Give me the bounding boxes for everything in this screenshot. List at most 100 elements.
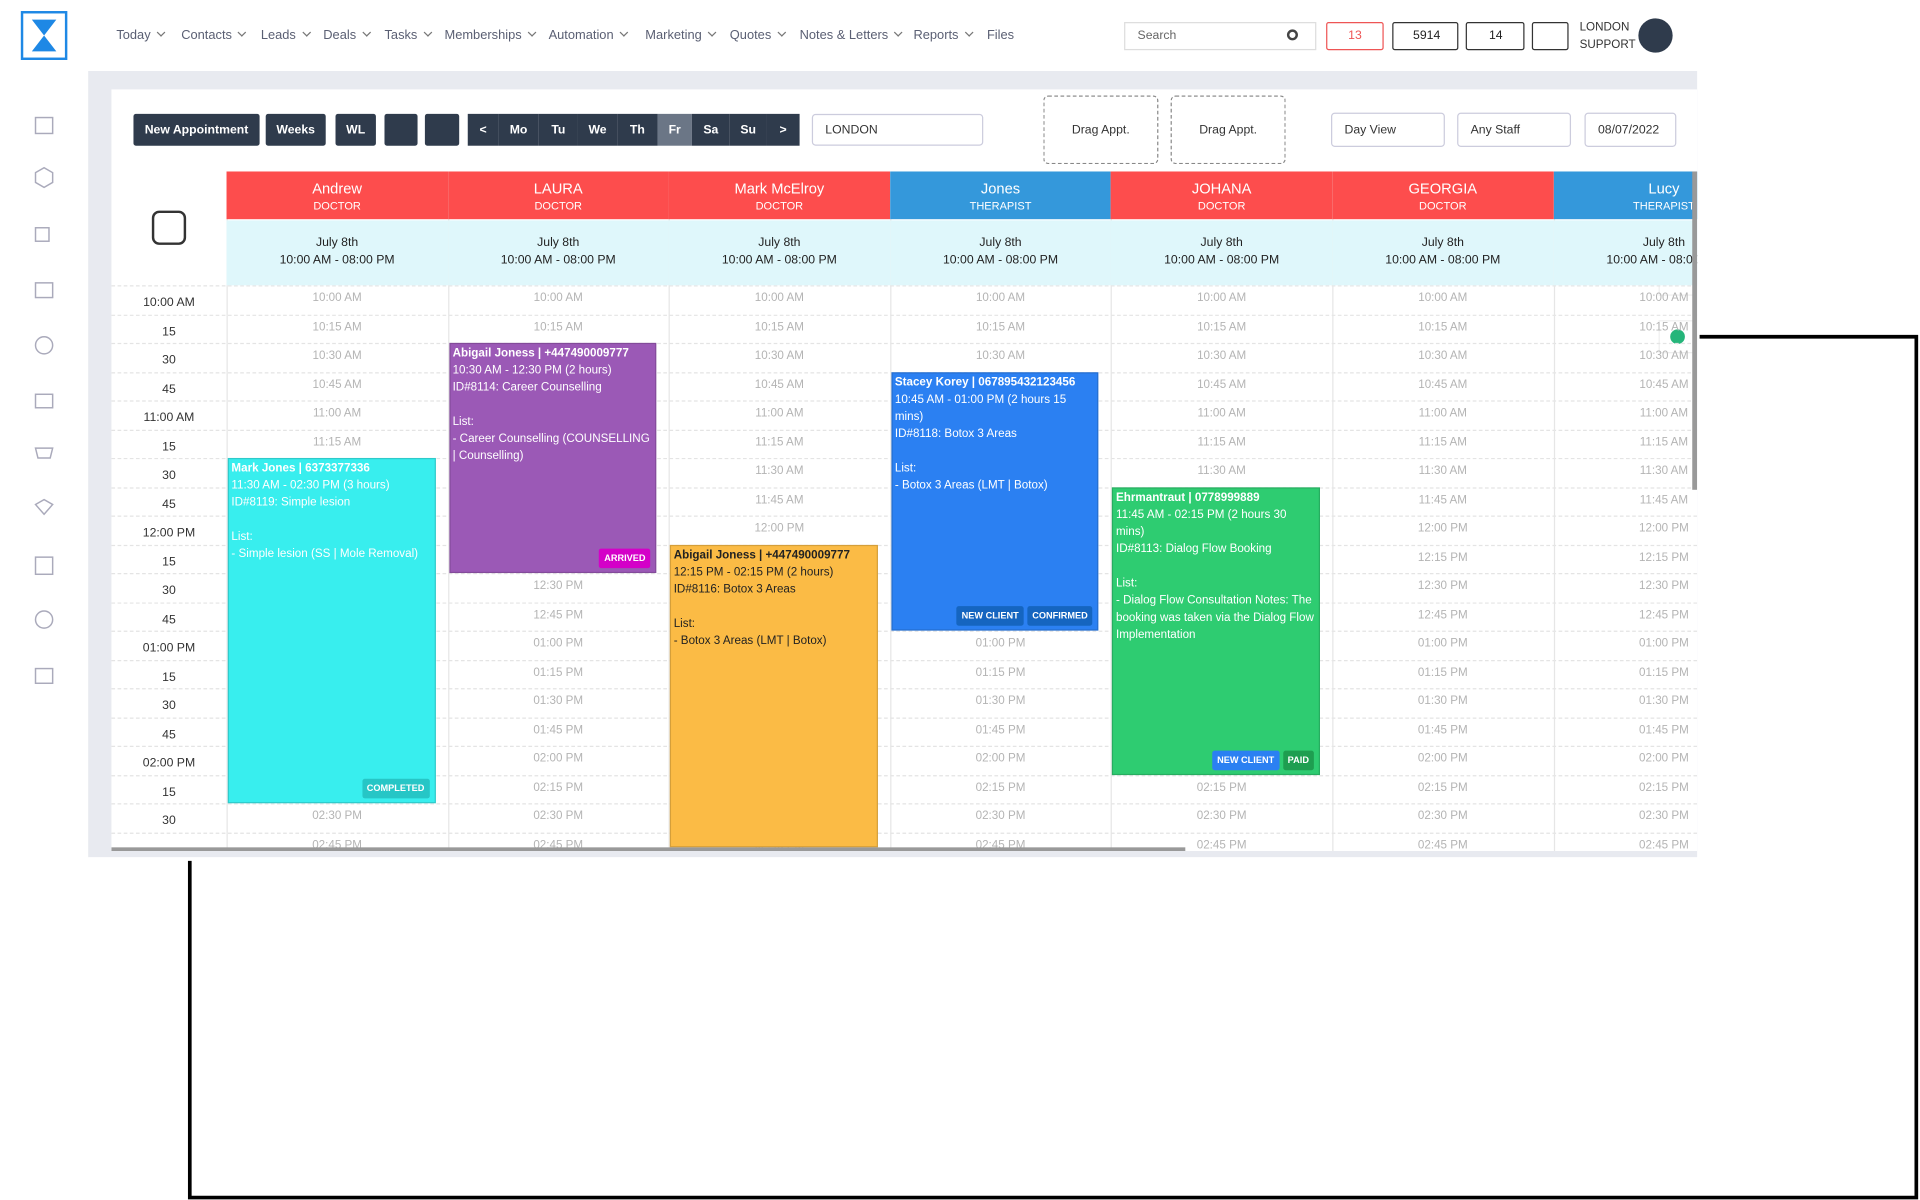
drag-slot[interactable]: Drag Appt. xyxy=(1170,95,1286,165)
view-select[interactable]: Day View xyxy=(1331,112,1445,147)
mail-button-count: 13 xyxy=(1348,29,1362,43)
nav-item[interactable]: Files xyxy=(986,28,1015,43)
slot-label: 10:45 AM xyxy=(312,377,362,392)
slot-label: 12:45 PM xyxy=(533,607,584,622)
slot-label: 10:00 AM xyxy=(1639,291,1689,305)
appointment[interactable]: Mark Jones | 6373377336 11:30 AM - 02:30 … xyxy=(227,457,436,804)
appointment-body: Stacey Korey | 067895432123456 10:45 AM -… xyxy=(895,375,1095,495)
mail-button[interactable]: 13 xyxy=(1326,22,1384,51)
staff-role: DOCTOR xyxy=(1419,199,1467,212)
staff-name: JOHANA xyxy=(1191,180,1252,198)
staff-date: July 8th xyxy=(315,236,359,250)
appointment-time: 10:30 AM - 12:30 PM (2 hours) xyxy=(452,363,612,378)
appointment-title: Abigail Joness | +447490009777 xyxy=(452,346,629,361)
appointment-list-label: List: xyxy=(231,530,253,544)
time-label: 11:00 AM xyxy=(143,411,195,425)
nav-item[interactable]: Deals xyxy=(323,28,369,43)
time-label: 30 xyxy=(162,699,176,713)
nav-item[interactable]: Leads xyxy=(261,28,310,43)
day-button[interactable]: < xyxy=(467,113,499,146)
slot-label: 10:45 AM xyxy=(1418,377,1468,392)
print-button[interactable] xyxy=(424,113,460,146)
weeks-button[interactable]: Weeks xyxy=(265,113,326,146)
help-button[interactable] xyxy=(1531,22,1569,51)
staff-select[interactable]: Any Staff xyxy=(1457,112,1572,147)
slot-label: 10:15 AM xyxy=(975,320,1026,334)
day-button[interactable]: Tu xyxy=(538,113,578,146)
row-line xyxy=(111,774,1698,776)
location-select[interactable]: LONDON xyxy=(811,113,984,146)
appointment-item: - Botox 3 Areas (LMT | Botox) xyxy=(673,634,827,648)
slot-label: 11:30 AM xyxy=(755,464,804,478)
slot-label: 01:45 PM xyxy=(533,723,584,737)
appointment-item: - Simple lesion (SS | Mole Removal) xyxy=(231,547,419,561)
slot-label: 02:45 PM xyxy=(1417,838,1468,852)
staff-date: July 8th xyxy=(1421,236,1464,250)
slot-label: 01:15 PM xyxy=(1639,665,1689,679)
day-button[interactable]: Fr xyxy=(657,113,692,146)
day-button[interactable]: > xyxy=(766,113,800,146)
staff-header: LAURA DOCTOR xyxy=(447,171,669,220)
slot-label: 01:45 PM xyxy=(1639,723,1689,737)
appointment[interactable]: Abigail Joness | +447490009777 12:15 PM -… xyxy=(670,544,878,848)
appointment[interactable]: Stacey Korey | 067895432123456 10:45 AM -… xyxy=(891,372,1099,631)
drag-slot[interactable]: Drag Appt. xyxy=(1043,95,1159,165)
slot-label: 02:30 PM xyxy=(312,809,362,823)
nav-item[interactable]: Reports xyxy=(913,28,971,43)
staff-hours: 10:00 AM - 08:00 PM xyxy=(500,253,616,267)
badge: NEW CLIENT xyxy=(1212,750,1280,771)
time-label: 30 xyxy=(162,814,176,828)
staff-subheader: July 8th 10:00 AM - 08:00 PM xyxy=(889,220,1112,286)
date-input[interactable]: 08/07/2022 xyxy=(1584,112,1677,147)
time-label: 15 xyxy=(162,555,176,569)
time-label: 15 xyxy=(162,785,176,799)
slot-label: 02:30 PM xyxy=(533,809,584,823)
new-appointment-button[interactable]: New Appointment xyxy=(133,113,260,146)
slot-label: 02:15 PM xyxy=(1196,780,1247,795)
spacer xyxy=(453,397,653,414)
phone-button[interactable]: 5914 xyxy=(1392,22,1459,51)
staff-subheader: July 8th 10:00 AM - 08:00 PM xyxy=(668,220,890,286)
day-button[interactable]: Th xyxy=(617,113,658,146)
day-button[interactable]: Su xyxy=(729,113,767,146)
nav-item[interactable]: Notes & Letters xyxy=(800,28,902,43)
tasks-button[interactable]: 14 xyxy=(1465,22,1525,51)
appointment[interactable]: Ehrmantraut | 0778999889 11:45 AM - 02:15… xyxy=(1112,487,1320,776)
slot-label: 10:15 AM xyxy=(754,320,804,334)
refresh-button[interactable] xyxy=(384,113,418,146)
badge: CONFIRMED xyxy=(1027,606,1093,626)
nav-item[interactable]: Today xyxy=(116,28,164,43)
slot-label: 11:30 AM xyxy=(1418,464,1467,478)
avatar[interactable] xyxy=(1638,18,1673,53)
staff-name: Andrew xyxy=(312,180,363,198)
appointment[interactable]: Abigail Joness | +447490009777 10:30 AM -… xyxy=(448,342,657,574)
day-button[interactable]: We xyxy=(577,113,618,146)
sidebar-icons xyxy=(34,116,54,685)
nav-item[interactable]: Tasks xyxy=(384,28,430,43)
badge: PAID xyxy=(1282,750,1314,771)
slot-label: 02:15 PM xyxy=(1417,780,1468,795)
nav-item[interactable]: Contacts xyxy=(181,28,245,43)
nav-item[interactable]: Automation xyxy=(549,28,628,43)
time-label: 30 xyxy=(162,584,176,598)
staff-header: Andrew DOCTOR xyxy=(226,171,448,220)
staff-subheader: July 8th 10:00 AM - 08:00 PM xyxy=(447,220,669,286)
staff-subheader: July 8th 10:00 AM - 08:00 PM xyxy=(1111,220,1333,286)
row-line xyxy=(111,342,1698,345)
slot-label: 01:30 PM xyxy=(975,694,1026,708)
slot-label: 10:30 AM xyxy=(1639,348,1689,363)
slot-label: 11:15 AM xyxy=(1418,435,1467,449)
appointment-time: 11:45 AM - 02:15 PM (2 hours 30 mins) xyxy=(1115,508,1287,539)
nav-item[interactable]: Quotes xyxy=(730,28,785,43)
column-line xyxy=(447,171,449,852)
nav-item[interactable]: Marketing xyxy=(645,28,715,43)
day-button[interactable]: Sa xyxy=(691,113,730,146)
slot-label: 01:15 PM xyxy=(975,665,1026,679)
staff-subheader: July 8th 10:00 AM - 08:00 PM xyxy=(1553,220,1698,286)
nav-item[interactable]: Memberships xyxy=(444,28,535,43)
search-box[interactable]: Search xyxy=(1124,22,1317,51)
day-button[interactable]: Mo xyxy=(498,113,539,146)
wl-button[interactable]: WL xyxy=(335,113,376,146)
slot-label: 01:00 PM xyxy=(1417,636,1468,651)
slot-label: 12:00 PM xyxy=(754,521,805,536)
